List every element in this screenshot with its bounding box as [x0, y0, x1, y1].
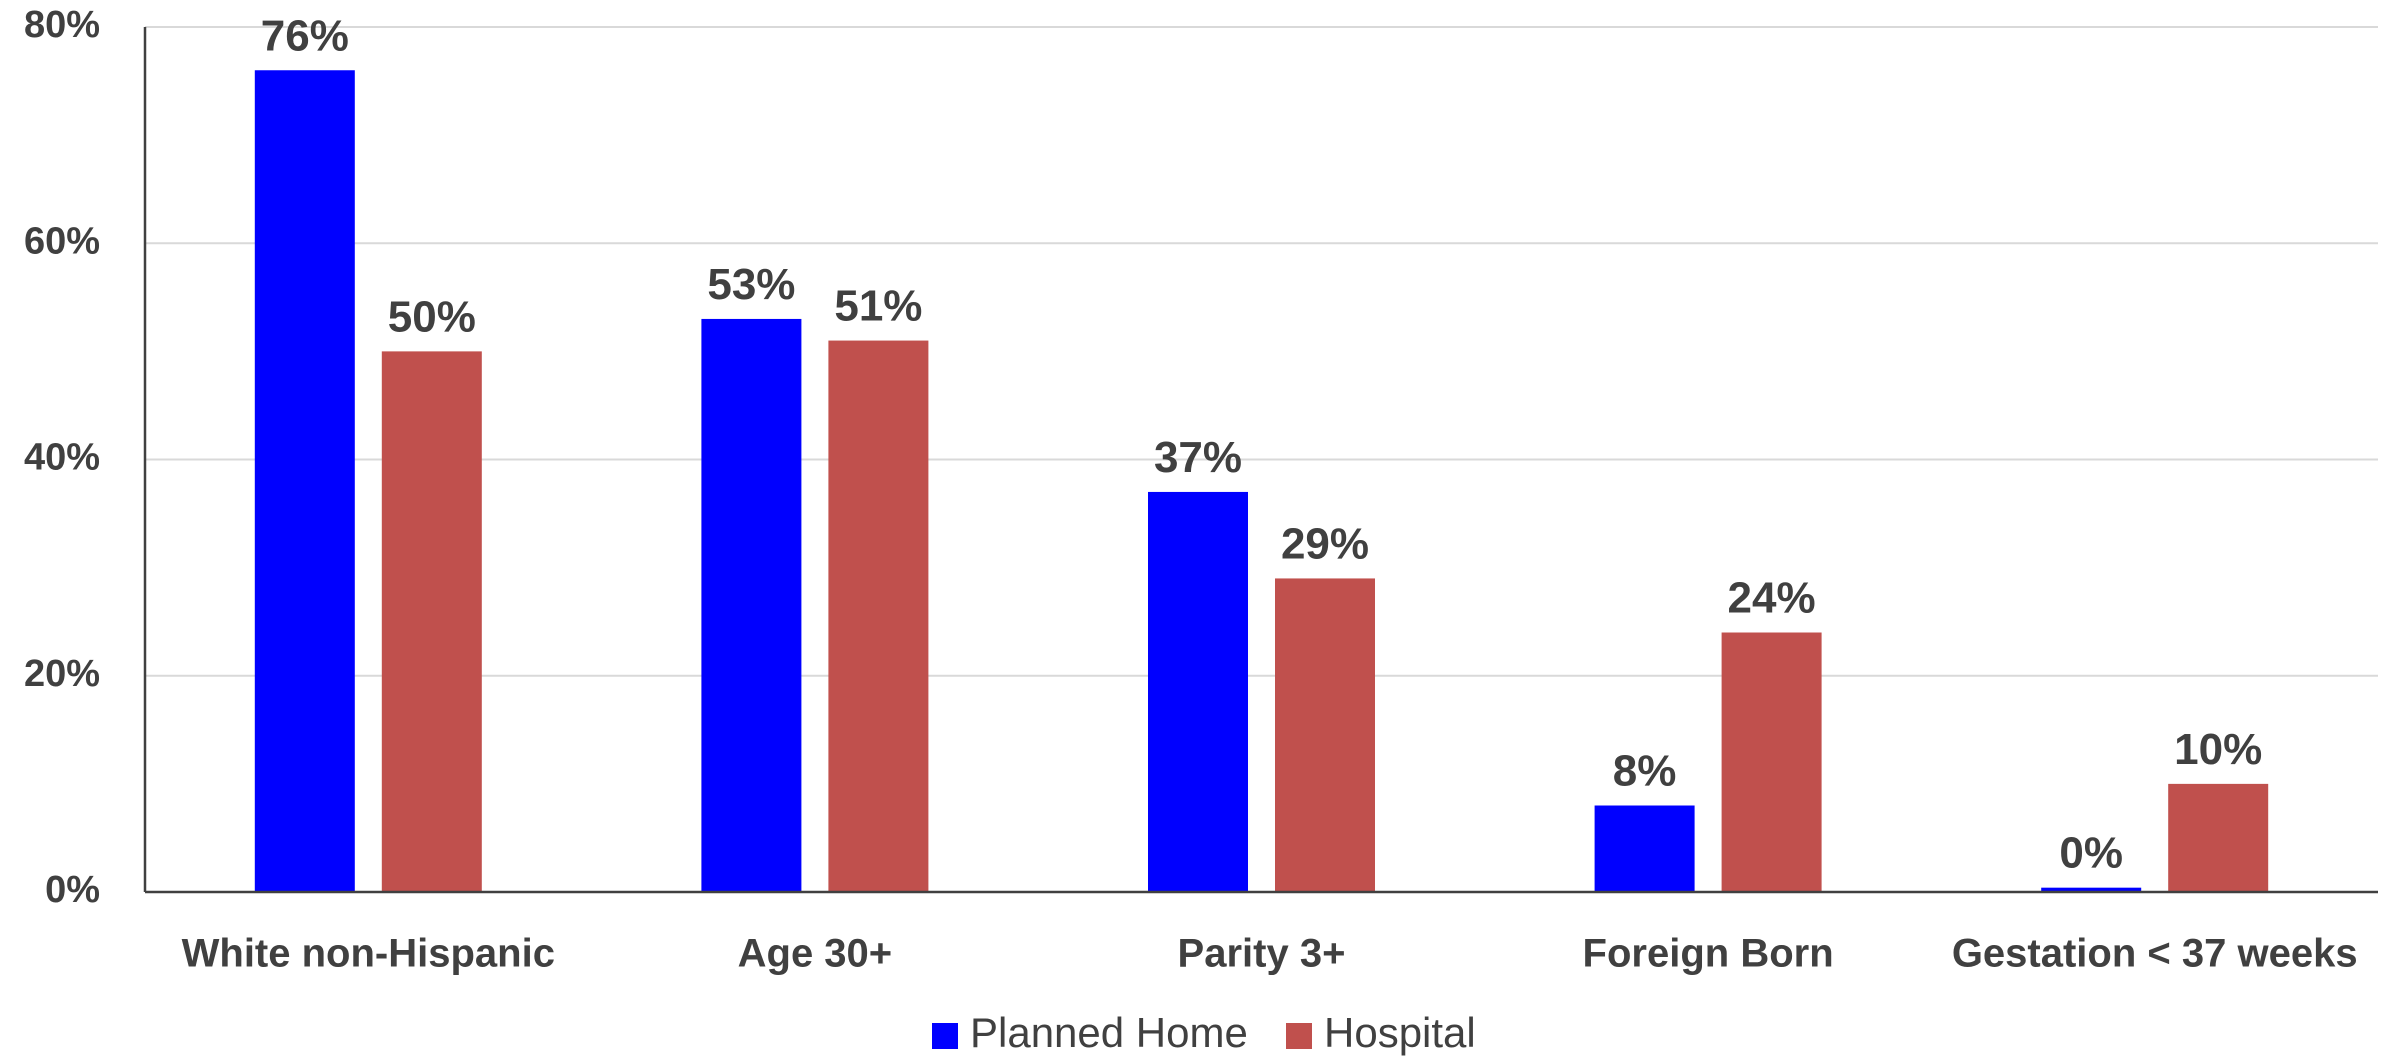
- data-label-planned-home-parity-3: 37%: [1154, 433, 1242, 482]
- bars: [254, 70, 2269, 892]
- bar-planned-home-age-30: [701, 318, 802, 892]
- gridlines: [145, 26, 2378, 677]
- data-label-hospital-white-non-hispanic: 50%: [388, 292, 476, 341]
- x-tick-label-parity-3: Parity 3+: [1178, 932, 1346, 976]
- legend-label-hospital: Hospital: [1324, 1009, 1476, 1056]
- data-label-planned-home-foreign-born: 8%: [1613, 747, 1677, 796]
- data-label-hospital-gestation-37-weeks: 10%: [2174, 725, 2262, 774]
- x-tick-label-gestation-37-weeks: Gestation < 37 weeks: [1952, 932, 2358, 976]
- bar-planned-home-gestation-37-weeks: [2041, 887, 2142, 892]
- data-label-hospital-age-30: 51%: [834, 282, 922, 331]
- bar-planned-home-white-non-hispanic: [254, 70, 355, 892]
- data-label-planned-home-white-non-hispanic: 76%: [261, 11, 349, 60]
- bar-planned-home-parity-3: [1148, 491, 1248, 892]
- bar-planned-home-foreign-born: [1594, 805, 1695, 892]
- x-tick-label-white-non-hispanic: White non-Hispanic: [182, 932, 555, 976]
- y-tick-label: 80%: [24, 4, 100, 46]
- data-label-hospital-parity-3: 29%: [1281, 519, 1369, 568]
- bar-hospital-gestation-37-weeks: [2168, 783, 2269, 892]
- x-tick-label-age-30: Age 30+: [738, 932, 893, 976]
- bar-hospital-age-30: [828, 340, 929, 892]
- bar-hospital-parity-3: [1275, 578, 1375, 892]
- data-label-planned-home-gestation-37-weeks: 0%: [2059, 829, 2123, 878]
- legend-label-planned-home: Planned Home: [970, 1009, 1248, 1056]
- x-tick-label-foreign-born: Foreign Born: [1583, 932, 1834, 976]
- axes: 0% 20% 40% 60% 80% White non-Hispanic Age 30+ P…: [24, 4, 2378, 976]
- labels: 76% 50% 53% 51% 37% 29% 8% 24% 0% 10%: [261, 11, 2262, 877]
- legend-swatch-planned-home: [932, 1023, 958, 1049]
- y-tick-label: 0%: [45, 869, 100, 911]
- data-label-planned-home-age-30: 53%: [707, 260, 795, 309]
- bar-hospital-white-non-hispanic: [381, 351, 482, 892]
- legend-swatch-hospital: [1286, 1023, 1312, 1049]
- y-tick-label: 60%: [24, 220, 100, 262]
- legend: Planned Home Hospital: [932, 1009, 1476, 1056]
- bar-hospital-foreign-born: [1721, 632, 1822, 892]
- y-tick-label: 20%: [24, 653, 100, 695]
- y-tick-label: 40%: [24, 437, 100, 479]
- data-label-hospital-foreign-born: 24%: [1728, 574, 1816, 623]
